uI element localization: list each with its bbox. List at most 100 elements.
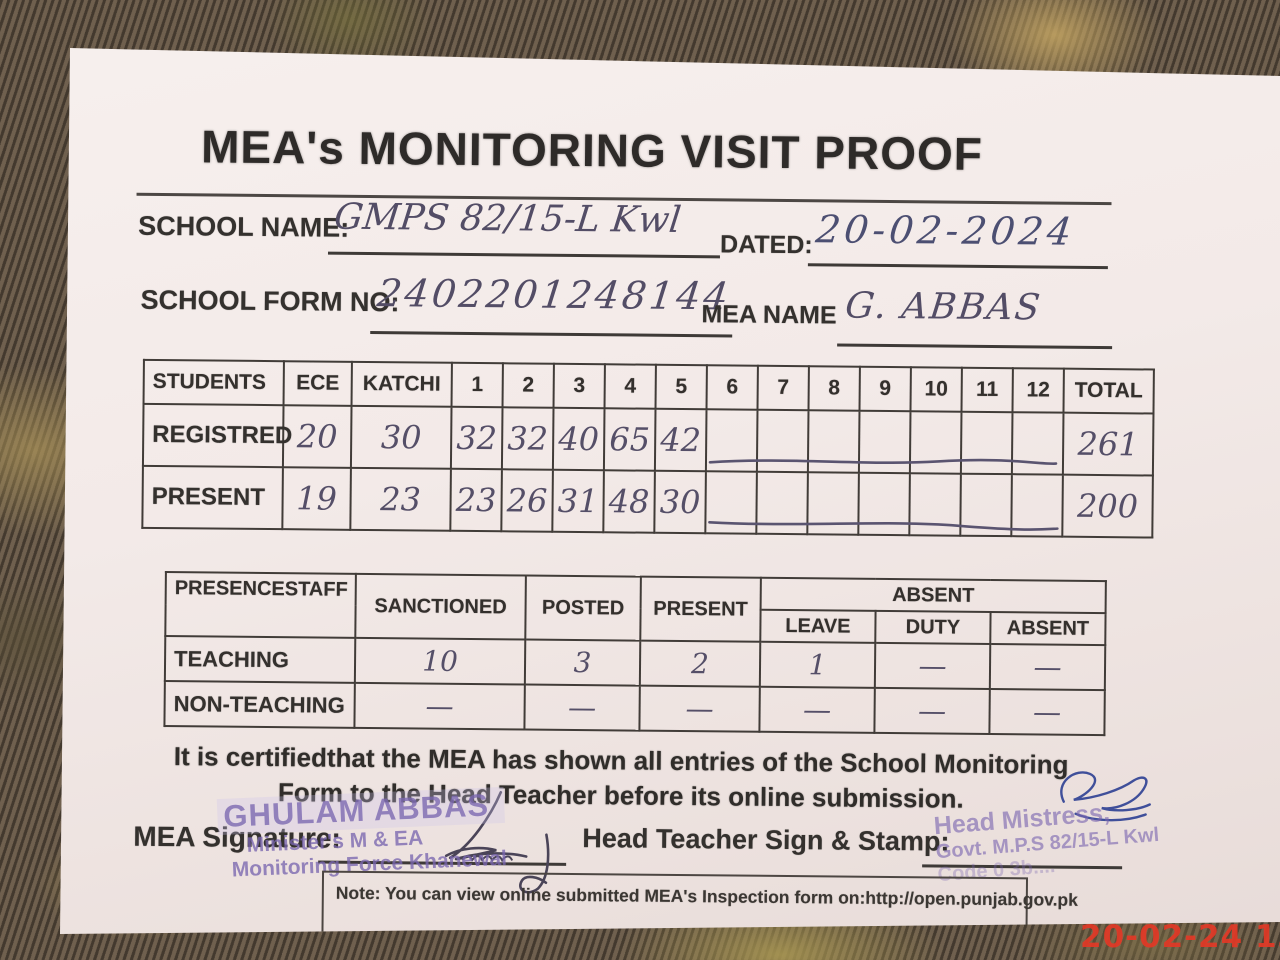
col-2: 2: [502, 363, 554, 408]
teaching-leave: 1: [759, 641, 876, 688]
present-c4: 48: [603, 470, 655, 533]
non-teaching-row: NON-TEACHING — — — — — —: [164, 681, 1105, 736]
teaching-sanctioned: 10: [354, 637, 526, 685]
registered-ece: 20: [282, 405, 352, 468]
non-teaching-present: —: [639, 685, 760, 732]
non-teaching-duty: —: [874, 687, 990, 734]
students-table: STUDENTS ECE KATCHI 1 2 3 4 5 6 7 8 9 10…: [141, 359, 1155, 539]
mea-name-value: G. ABBAS: [843, 285, 1044, 329]
note-text: Note: You can view online submitted MEA'…: [335, 882, 1079, 910]
teaching-absent: —: [989, 643, 1106, 691]
teaching-label: TEACHING: [164, 636, 356, 683]
head-teacher-signature-ink: [1060, 771, 1151, 822]
present-c5: 30: [654, 470, 706, 534]
col-katchi: KATCHI: [351, 361, 452, 407]
dated-line: [807, 263, 1108, 270]
non-teaching-sanctioned: —: [354, 682, 525, 730]
present-row: PRESENT 19 23 23 26 31 48 30 200: [142, 465, 1153, 538]
present-c1: 23: [450, 468, 502, 532]
school-name-line: [327, 251, 720, 259]
dated-label: DATED:: [719, 230, 813, 260]
teaching-posted: 3: [524, 639, 641, 686]
col-3: 3: [553, 363, 605, 409]
col-total: TOTAL: [1063, 368, 1154, 414]
col-posted: POSTED: [525, 575, 641, 641]
form-content: MEA's MONITORING VISIT PROOF SCHOOL NAME…: [60, 48, 1280, 934]
registered-c2: 32: [501, 407, 554, 470]
certification-line-1: It is certifiedthat the MEA has shown al…: [173, 741, 1069, 780]
present-c6: [705, 471, 757, 534]
registered-c11: [960, 411, 1013, 475]
head-teacher-sign-label: Head Teacher Sign & Stamp:: [582, 823, 950, 857]
form-no-line: [370, 331, 733, 338]
col-6: 6: [706, 365, 758, 410]
col-8: 8: [808, 366, 860, 411]
present-c3: 31: [552, 469, 604, 533]
non-teaching-posted: —: [524, 684, 640, 731]
present-c11: [960, 473, 1012, 537]
col-present: PRESENT: [640, 576, 761, 642]
registered-c4: 65: [603, 408, 656, 471]
col-4: 4: [604, 364, 656, 409]
school-name-value: GMPS 82/15-L Kwl: [331, 196, 684, 241]
registered-c8: [807, 410, 860, 473]
present-c8: [807, 472, 859, 535]
registered-c1: 32: [450, 406, 503, 470]
registered-c6: [705, 409, 758, 472]
registered-c10: [909, 411, 962, 474]
mea-name-label: MEA NAME: [701, 300, 837, 330]
form-title: MEA's MONITORING VISIT PROOF: [200, 120, 984, 180]
col-absent: ABSENT: [990, 611, 1106, 646]
head-teacher-stamp: Head Mistress, Govt. M.P.S 82/15-L Kwl C…: [933, 795, 1162, 887]
non-teaching-absent: —: [989, 688, 1105, 736]
mea-office-stamp: GHULAM ABBAS Minister's M & EA Monitorin…: [216, 786, 508, 883]
col-5: 5: [655, 364, 707, 410]
present-c7: [756, 471, 808, 535]
mea-signature-ink: [444, 790, 550, 894]
staff-table-wrap: PRESENCESTAFF SANCTIONED POSTED PRESENT …: [163, 571, 1106, 736]
present-c10: [909, 473, 961, 536]
registered-c12: [1011, 412, 1064, 475]
registered-total: 261: [1062, 412, 1154, 476]
school-name-label: SCHOOL NAME:: [138, 210, 350, 243]
col-9: 9: [859, 366, 911, 412]
registered-c9: [858, 410, 911, 474]
registered-c5: 42: [654, 408, 707, 472]
col-1: 1: [451, 362, 503, 408]
present-katchi: 23: [350, 467, 451, 531]
present-label: PRESENT: [142, 465, 283, 530]
present-c2: 26: [501, 469, 553, 532]
note-box: Note: You can view online submitted MEA'…: [321, 870, 1078, 934]
col-absent-group: ABSENT: [760, 577, 1106, 614]
col-sanctioned: SANCTIONED: [355, 573, 526, 640]
staff-table: PRESENCESTAFF SANCTIONED POSTED PRESENT …: [163, 571, 1106, 736]
teaching-present: 2: [639, 640, 761, 687]
col-11: 11: [961, 367, 1013, 413]
registered-row: REGISTRED 20 30 32 32 40 65 42 261: [142, 403, 1154, 476]
present-c12: [1011, 474, 1063, 537]
mea-name-line: [837, 343, 1113, 350]
registered-c7: [756, 409, 809, 473]
present-c9: [858, 472, 910, 536]
col-7: 7: [757, 365, 809, 411]
col-students: STUDENTS: [143, 359, 284, 406]
col-ece: ECE: [283, 361, 352, 406]
registered-c3: 40: [552, 407, 605, 471]
registered-label: REGISTRED: [142, 403, 292, 468]
present-total: 200: [1062, 474, 1153, 538]
non-teaching-label: NON-TEACHING: [164, 681, 355, 728]
registered-katchi: 30: [350, 405, 452, 469]
col-10: 10: [910, 367, 962, 412]
present-ece: 19: [282, 467, 351, 530]
col-12: 12: [1012, 368, 1064, 413]
non-teaching-leave: —: [759, 686, 875, 733]
form-no-value: 2402201248144: [375, 271, 734, 319]
camera-timestamp: 20-02-24 13:37: [1080, 919, 1280, 955]
dated-value: 20-02-2024: [813, 207, 1078, 254]
students-table-wrap: STUDENTS ECE KATCHI 1 2 3 4 5 6 7 8 9 10…: [141, 359, 1155, 539]
form-no-label: SCHOOL FORM NO:: [140, 284, 400, 318]
staff-corner: PRESENCESTAFF: [165, 572, 356, 638]
col-leave: LEAVE: [760, 609, 876, 643]
